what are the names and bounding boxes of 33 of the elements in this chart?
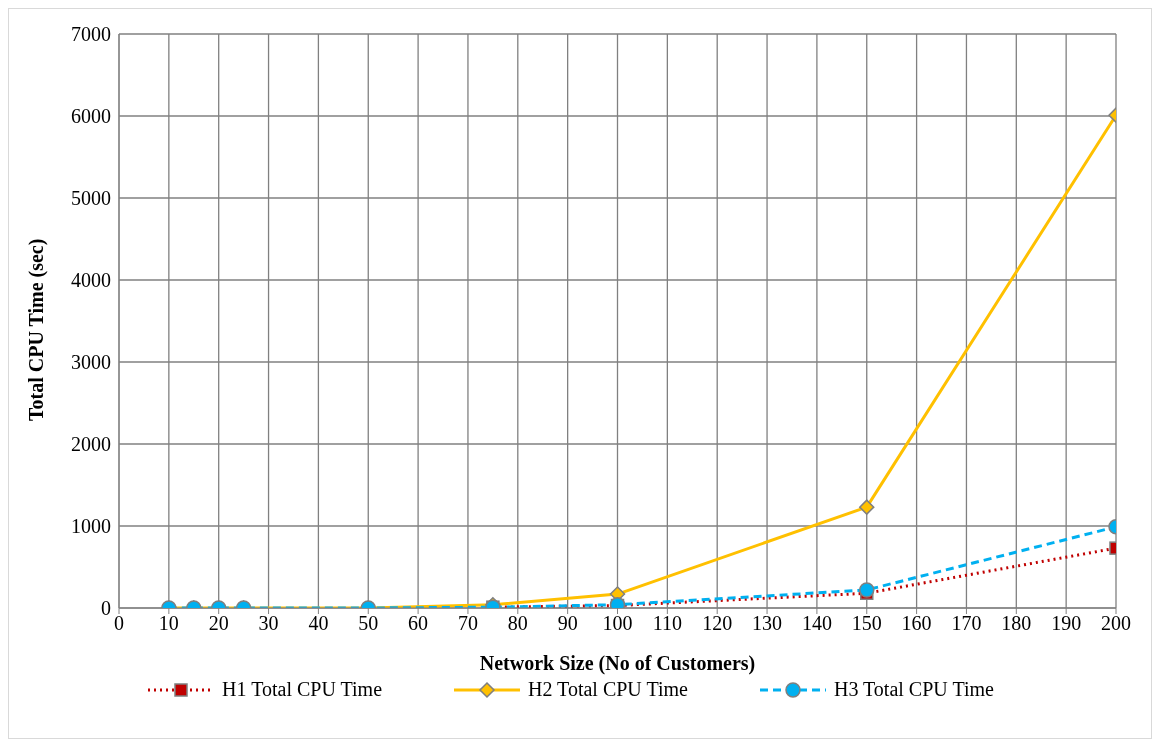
y-tick-label: 3000: [71, 351, 111, 374]
x-tick-label: 190: [1051, 612, 1082, 635]
x-tick-label: 30: [258, 612, 279, 635]
x-tick-label: 80: [507, 612, 528, 635]
x-tick-label: 90: [557, 612, 578, 635]
x-tick-label: 170: [951, 612, 982, 635]
x-tick-label: 100: [602, 612, 633, 635]
y-tick-label: 5000: [71, 187, 111, 210]
x-tick-label: 180: [1001, 612, 1032, 635]
y-tick-label: 4000: [71, 269, 111, 292]
y-tick-label: 1000: [71, 515, 111, 538]
x-tick-label: 160: [901, 612, 932, 635]
x-tick-label: 70: [457, 612, 478, 635]
x-tick-label: 50: [358, 612, 379, 635]
x-tick-label: 200: [1101, 612, 1131, 635]
y-tick-label: 6000: [71, 105, 111, 128]
x-tick-label: 140: [801, 612, 832, 635]
x-tick-label: 120: [702, 612, 733, 635]
x-tick-label: 40: [308, 612, 329, 635]
x-tick-label: 130: [752, 612, 783, 635]
legend-label: H3 Total CPU Time: [833, 678, 994, 701]
y-axis-title: Total CPU Time (sec): [25, 238, 49, 421]
x-tick-label: 60: [408, 612, 429, 635]
x-tick-label: 20: [208, 612, 229, 635]
y-tick-label: 7000: [71, 23, 111, 46]
legend-label: H1 Total CPU Time: [222, 678, 383, 701]
x-tick-label: 110: [652, 612, 682, 635]
x-tick-label: 150: [851, 612, 882, 635]
x-axis-title: Network Size (No of Customers): [479, 652, 756, 675]
y-tick-label: 0: [101, 597, 111, 620]
x-tick-label: 10: [158, 612, 179, 635]
y-tick-label: 2000: [71, 433, 111, 456]
legend-label: H2 Total CPU Time: [528, 678, 688, 701]
